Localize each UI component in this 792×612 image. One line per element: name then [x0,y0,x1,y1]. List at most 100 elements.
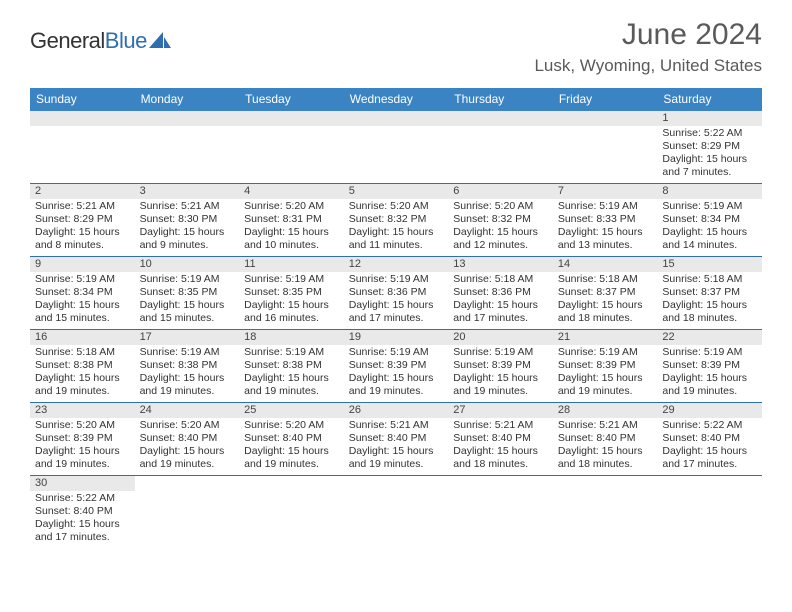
sunrise-text: Sunrise: 5:20 AM [35,419,130,432]
daylight-text: Daylight: 15 hours and 18 minutes. [453,445,548,471]
daylight-text: Daylight: 15 hours and 13 minutes. [558,226,653,252]
week-row: 23Sunrise: 5:20 AMSunset: 8:39 PMDayligh… [30,403,762,476]
sunset-text: Sunset: 8:39 PM [453,359,548,372]
day-body: Sunrise: 5:19 AMSunset: 8:39 PMDaylight:… [553,345,658,402]
sunset-text: Sunset: 8:32 PM [453,213,548,226]
dow-tuesday: Tuesday [239,88,344,111]
week-row: 16Sunrise: 5:18 AMSunset: 8:38 PMDayligh… [30,330,762,403]
sunrise-text: Sunrise: 5:20 AM [244,419,339,432]
day-cell [239,476,344,548]
day-body: Sunrise: 5:22 AMSunset: 8:29 PMDaylight:… [657,126,762,183]
sunrise-text: Sunrise: 5:19 AM [244,346,339,359]
daylight-text: Daylight: 15 hours and 19 minutes. [662,372,757,398]
sunset-text: Sunset: 8:37 PM [558,286,653,299]
day-cell: 6Sunrise: 5:20 AMSunset: 8:32 PMDaylight… [448,184,553,256]
day-cell: 27Sunrise: 5:21 AMSunset: 8:40 PMDayligh… [448,403,553,475]
day-number: 18 [239,330,344,345]
day-cell: 22Sunrise: 5:19 AMSunset: 8:39 PMDayligh… [657,330,762,402]
sunset-text: Sunset: 8:39 PM [558,359,653,372]
day-body: Sunrise: 5:18 AMSunset: 8:37 PMDaylight:… [657,272,762,329]
day-body: Sunrise: 5:19 AMSunset: 8:38 PMDaylight:… [239,345,344,402]
day-number: 20 [448,330,553,345]
day-cell [135,111,240,183]
day-number: 14 [553,257,658,272]
day-body: Sunrise: 5:21 AMSunset: 8:40 PMDaylight:… [553,418,658,475]
day-number: 26 [344,403,449,418]
day-cell [553,476,658,548]
day-number: 16 [30,330,135,345]
day-cell: 8Sunrise: 5:19 AMSunset: 8:34 PMDaylight… [657,184,762,256]
day-cell: 24Sunrise: 5:20 AMSunset: 8:40 PMDayligh… [135,403,240,475]
daylight-text: Daylight: 15 hours and 19 minutes. [453,372,548,398]
sunrise-text: Sunrise: 5:20 AM [140,419,235,432]
day-body: Sunrise: 5:19 AMSunset: 8:38 PMDaylight:… [135,345,240,402]
day-body: Sunrise: 5:22 AMSunset: 8:40 PMDaylight:… [657,418,762,475]
sunrise-text: Sunrise: 5:19 AM [349,346,444,359]
daylight-text: Daylight: 15 hours and 15 minutes. [140,299,235,325]
dow-row: Sunday Monday Tuesday Wednesday Thursday… [30,88,762,111]
sunset-text: Sunset: 8:38 PM [140,359,235,372]
sunset-text: Sunset: 8:40 PM [662,432,757,445]
day-number: 30 [30,476,135,491]
empty-day-bar [135,111,240,126]
daylight-text: Daylight: 15 hours and 7 minutes. [662,153,757,179]
day-cell: 7Sunrise: 5:19 AMSunset: 8:33 PMDaylight… [553,184,658,256]
day-number: 4 [239,184,344,199]
day-cell: 4Sunrise: 5:20 AMSunset: 8:31 PMDaylight… [239,184,344,256]
day-cell: 30Sunrise: 5:22 AMSunset: 8:40 PMDayligh… [30,476,135,548]
day-cell: 15Sunrise: 5:18 AMSunset: 8:37 PMDayligh… [657,257,762,329]
day-body: Sunrise: 5:22 AMSunset: 8:40 PMDaylight:… [30,491,135,548]
empty-day-bar [344,111,449,126]
sunset-text: Sunset: 8:40 PM [558,432,653,445]
day-body: Sunrise: 5:19 AMSunset: 8:36 PMDaylight:… [344,272,449,329]
daylight-text: Daylight: 15 hours and 11 minutes. [349,226,444,252]
day-number: 3 [135,184,240,199]
sunrise-text: Sunrise: 5:18 AM [662,273,757,286]
day-number: 17 [135,330,240,345]
sunset-text: Sunset: 8:38 PM [244,359,339,372]
day-number: 22 [657,330,762,345]
daylight-text: Daylight: 15 hours and 19 minutes. [244,372,339,398]
logo-text-a: General [30,28,105,54]
day-body: Sunrise: 5:20 AMSunset: 8:40 PMDaylight:… [135,418,240,475]
day-cell: 9Sunrise: 5:19 AMSunset: 8:34 PMDaylight… [30,257,135,329]
sunrise-text: Sunrise: 5:21 AM [349,419,444,432]
day-cell [657,476,762,548]
day-body: Sunrise: 5:21 AMSunset: 8:40 PMDaylight:… [448,418,553,475]
sunrise-text: Sunrise: 5:19 AM [349,273,444,286]
day-cell: 14Sunrise: 5:18 AMSunset: 8:37 PMDayligh… [553,257,658,329]
day-body: Sunrise: 5:20 AMSunset: 8:32 PMDaylight:… [448,199,553,256]
daylight-text: Daylight: 15 hours and 15 minutes. [35,299,130,325]
week-row: 2Sunrise: 5:21 AMSunset: 8:29 PMDaylight… [30,184,762,257]
day-body: Sunrise: 5:20 AMSunset: 8:31 PMDaylight:… [239,199,344,256]
day-cell: 20Sunrise: 5:19 AMSunset: 8:39 PMDayligh… [448,330,553,402]
daylight-text: Daylight: 15 hours and 16 minutes. [244,299,339,325]
day-cell: 2Sunrise: 5:21 AMSunset: 8:29 PMDaylight… [30,184,135,256]
day-cell: 1Sunrise: 5:22 AMSunset: 8:29 PMDaylight… [657,111,762,183]
sunrise-text: Sunrise: 5:21 AM [140,200,235,213]
day-number: 7 [553,184,658,199]
sunrise-text: Sunrise: 5:18 AM [35,346,130,359]
sunset-text: Sunset: 8:35 PM [140,286,235,299]
day-cell: 11Sunrise: 5:19 AMSunset: 8:35 PMDayligh… [239,257,344,329]
day-number: 23 [30,403,135,418]
sunrise-text: Sunrise: 5:18 AM [453,273,548,286]
empty-day-bar [239,111,344,126]
sunset-text: Sunset: 8:36 PM [453,286,548,299]
day-number: 11 [239,257,344,272]
day-cell: 21Sunrise: 5:19 AMSunset: 8:39 PMDayligh… [553,330,658,402]
title-block: June 2024 Lusk, Wyoming, United States [534,18,762,76]
sunset-text: Sunset: 8:40 PM [349,432,444,445]
sunset-text: Sunset: 8:39 PM [662,359,757,372]
sunset-text: Sunset: 8:32 PM [349,213,444,226]
day-number: 6 [448,184,553,199]
daylight-text: Daylight: 15 hours and 18 minutes. [662,299,757,325]
day-number: 12 [344,257,449,272]
day-number: 21 [553,330,658,345]
sunset-text: Sunset: 8:40 PM [140,432,235,445]
sunrise-text: Sunrise: 5:21 AM [35,200,130,213]
day-number: 24 [135,403,240,418]
daylight-text: Daylight: 15 hours and 14 minutes. [662,226,757,252]
sunrise-text: Sunrise: 5:22 AM [35,492,130,505]
dow-friday: Friday [553,88,658,111]
